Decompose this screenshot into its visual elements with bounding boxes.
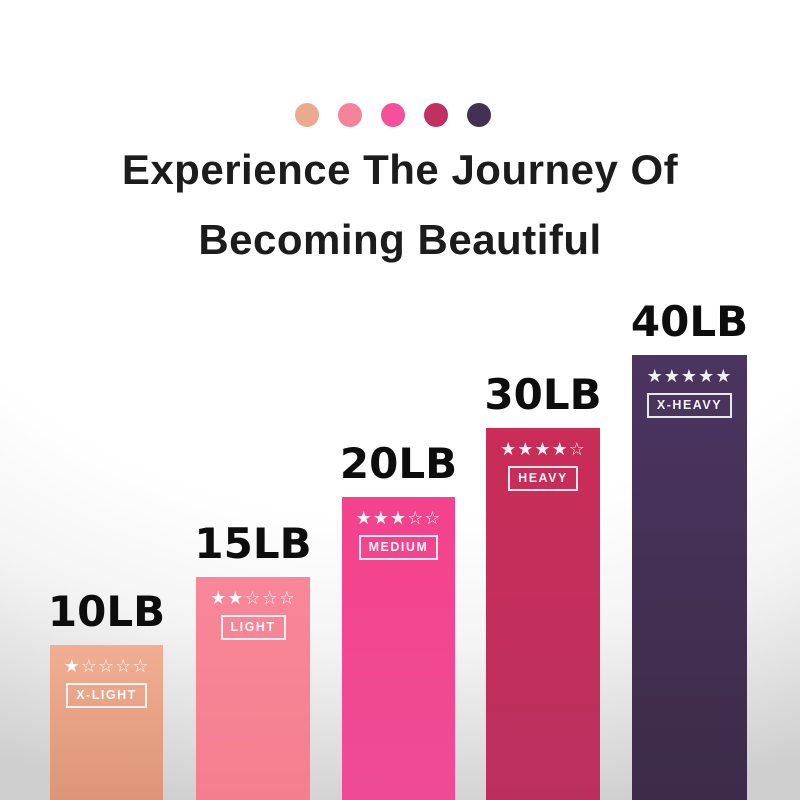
title-line-1: Experience The Journey Of: [121, 146, 679, 193]
title-line-2: Becoming Beautiful: [198, 216, 602, 263]
weight-value-label: 10LB: [47, 587, 166, 636]
star-rating-icons: ★★★★☆: [500, 439, 586, 460]
resistance-label: LIGHT: [220, 615, 286, 640]
bar-light: ★★☆☆☆ LIGHT: [196, 577, 310, 800]
bar-medium: ★★★☆☆ MEDIUM: [342, 497, 455, 800]
star-rating-icons: ★★★☆☆: [355, 508, 442, 529]
dot-x-heavy-icon: [467, 103, 491, 127]
star-rating-icons: ★★☆☆☆: [210, 588, 296, 609]
bar-x-heavy: ★★★★★ X-HEAVY: [632, 355, 747, 800]
weight-value-label: 40LB: [630, 297, 749, 346]
dot-x-light-icon: [295, 103, 319, 127]
bar-heavy: ★★★★☆ HEAVY: [486, 428, 600, 800]
color-palette-dots: [0, 103, 793, 127]
star-rating-icons: ★☆☆☆☆: [63, 656, 150, 677]
weight-value-label: 30LB: [484, 370, 602, 419]
weight-value-label: 20LB: [339, 439, 458, 488]
resistance-label: MEDIUM: [358, 535, 439, 560]
resistance-label: X-LIGHT: [66, 683, 147, 708]
star-rating-icons: ★★★★★: [646, 366, 733, 387]
resistance-label: HEAVY: [508, 466, 578, 491]
dot-medium-icon: [381, 103, 405, 127]
weight-value-label: 15LB: [194, 519, 312, 568]
bar-x-light: ★☆☆☆☆ X-LIGHT: [50, 645, 163, 800]
dot-light-icon: [338, 103, 362, 127]
dot-heavy-icon: [424, 103, 448, 127]
resistance-label: X-HEAVY: [646, 393, 733, 418]
